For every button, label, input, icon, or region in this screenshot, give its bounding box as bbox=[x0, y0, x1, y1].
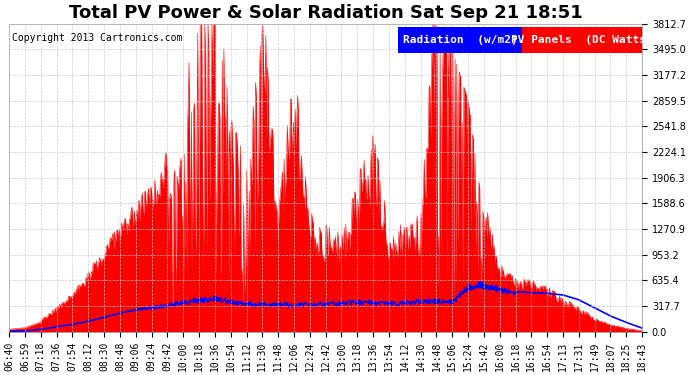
Text: PV Panels  (DC Watts): PV Panels (DC Watts) bbox=[511, 35, 653, 45]
Text: Copyright 2013 Cartronics.com: Copyright 2013 Cartronics.com bbox=[12, 33, 183, 43]
FancyBboxPatch shape bbox=[398, 27, 522, 53]
FancyBboxPatch shape bbox=[522, 27, 642, 53]
Text: Radiation  (w/m2): Radiation (w/m2) bbox=[403, 35, 518, 45]
Title: Total PV Power & Solar Radiation Sat Sep 21 18:51: Total PV Power & Solar Radiation Sat Sep… bbox=[69, 4, 582, 22]
